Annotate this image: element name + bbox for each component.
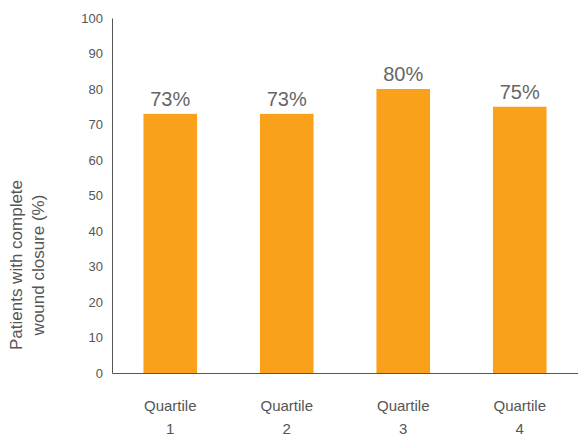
y-tick: 90 — [89, 46, 112, 61]
y-tick: 10 — [89, 330, 112, 345]
y-tick: 70 — [89, 117, 112, 132]
y-axis-title-line: wound closure (%) — [29, 195, 48, 337]
data-label: 75% — [500, 81, 540, 103]
y-tick: 60 — [89, 153, 112, 168]
y-tick: 50 — [89, 188, 112, 203]
x-tick-label-line: Quartile — [377, 397, 430, 414]
y-tick-label: 30 — [89, 259, 103, 274]
y-axis-title: Patients with completewound closure (%) — [7, 180, 48, 350]
y-tick: 80 — [89, 82, 112, 97]
y-tick: 0 — [96, 366, 112, 381]
bar — [376, 89, 430, 373]
data-label: 73% — [150, 88, 190, 110]
x-tick-label-line: 2 — [283, 420, 291, 437]
x-tick-label: Quartile 2 — [260, 397, 313, 437]
y-axis-title-line: Patients with complete — [7, 180, 26, 350]
bars — [143, 89, 546, 373]
x-tick-label: Quartile 1 — [144, 397, 197, 437]
y-tick-label: 50 — [89, 188, 103, 203]
bar — [493, 107, 547, 373]
x-tick-label-line: 1 — [166, 420, 174, 437]
y-tick-label: 60 — [89, 153, 103, 168]
x-axis-line — [113, 373, 578, 374]
x-axis: Quartile 1 Quartile 2 Quartile 3 Quartile 4 — [113, 373, 578, 437]
x-tick: Quartile 2 — [260, 373, 313, 437]
y-tick-label: 20 — [89, 295, 103, 310]
y-axis-line — [112, 19, 113, 374]
y-tick: 30 — [89, 259, 112, 274]
data-labels: 73% 73% 80% 75% — [150, 63, 540, 110]
data-label: 73% — [267, 88, 307, 110]
x-tick: Quartile 1 — [144, 373, 197, 437]
y-tick: 40 — [89, 224, 112, 239]
x-tick-label-line: Quartile — [144, 397, 197, 414]
y-tick-label: 40 — [89, 224, 103, 239]
bar — [260, 114, 314, 373]
x-tick-label-line: 4 — [516, 420, 524, 437]
y-tick: 100 — [81, 11, 112, 26]
y-tick-label: 70 — [89, 117, 103, 132]
y-tick-label: 100 — [81, 11, 103, 26]
x-tick-label-line: 3 — [399, 420, 407, 437]
x-tick: Quartile 3 — [377, 373, 430, 437]
x-tick: Quartile 4 — [493, 373, 546, 437]
y-tick-label: 0 — [96, 366, 103, 381]
x-tick-label: Quartile 4 — [493, 397, 546, 437]
y-tick-label: 10 — [89, 330, 103, 345]
x-tick-label-line: Quartile — [260, 397, 313, 414]
plot: 0 10 20 30 40 50 60 70 80 90 100 Quartile 1 Quartile 2… — [81, 11, 578, 437]
data-label: 80% — [383, 63, 423, 85]
y-tick: 20 — [89, 295, 112, 310]
x-tick-label: Quartile 3 — [377, 397, 430, 437]
y-axis: 0 10 20 30 40 50 60 70 80 90 100 — [81, 11, 112, 381]
y-tick-label: 80 — [89, 82, 103, 97]
bar — [143, 114, 197, 373]
chart: 0 10 20 30 40 50 60 70 80 90 100 Quartile 1 Quartile 2… — [0, 0, 578, 441]
x-tick-label-line: Quartile — [493, 397, 546, 414]
y-tick-label: 90 — [89, 46, 103, 61]
